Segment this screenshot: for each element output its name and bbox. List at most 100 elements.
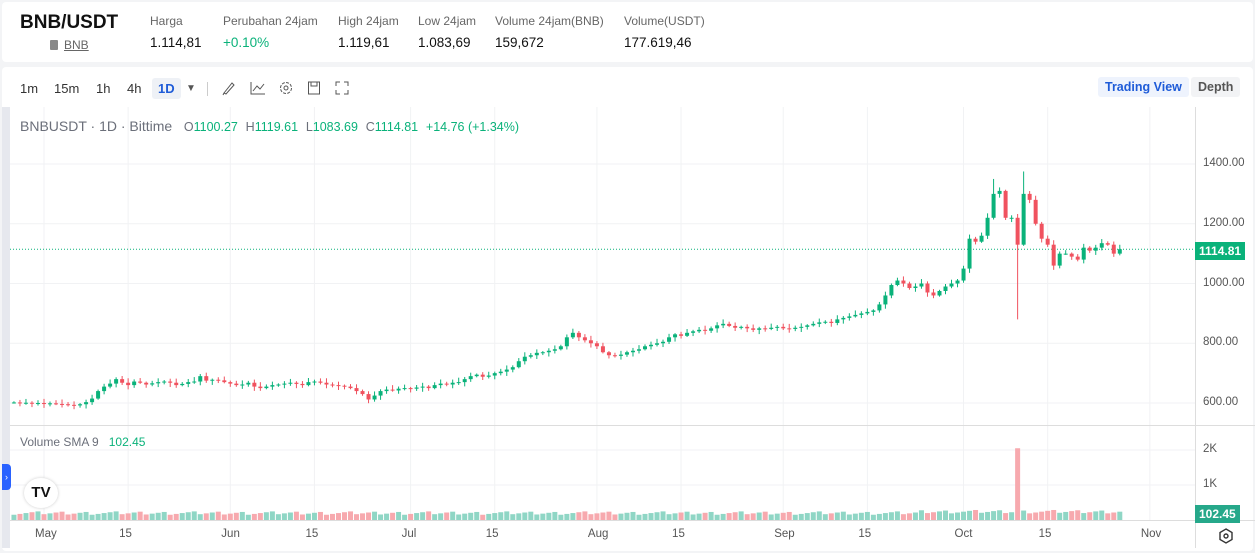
candle-body [1099, 243, 1104, 248]
volume-bar [149, 513, 155, 520]
candle-body [156, 382, 161, 384]
candle-body [576, 332, 581, 338]
volume-bar [17, 513, 23, 520]
volume-bar [462, 513, 468, 520]
interval-1m[interactable]: 1m [20, 81, 39, 96]
time-tick-label: Aug [587, 528, 609, 540]
volume-bar [317, 511, 323, 520]
symbol-title: BNBUSDT · 1D · Bittime [20, 118, 173, 134]
candle-body [228, 382, 233, 384]
candle-body [60, 403, 65, 405]
interval-4h[interactable]: 4h [127, 81, 142, 96]
volume-bar [822, 514, 828, 520]
save-icon[interactable] [306, 80, 322, 96]
candle-body [1111, 244, 1116, 254]
candle-body [366, 394, 371, 400]
volume-bar [504, 511, 510, 520]
depth-tab[interactable]: Depth [1191, 77, 1241, 97]
volume-bar [666, 514, 672, 520]
chevron-down-icon[interactable]: ▼ [186, 83, 196, 94]
gear-icon[interactable] [278, 80, 294, 96]
volume-bar [1117, 511, 1123, 520]
volume-bar [780, 512, 786, 520]
volume-bar [570, 513, 576, 520]
volume-bar [618, 513, 624, 520]
volume-bar [612, 514, 618, 520]
volume-bar [1009, 512, 1015, 520]
candle-body [29, 402, 34, 404]
volume-bar [438, 513, 444, 520]
volume-bar [930, 512, 936, 520]
candle-body [570, 332, 575, 338]
candle-body [132, 381, 137, 386]
volume-bar [961, 511, 967, 520]
volume-bar [924, 513, 930, 520]
candle-body [534, 352, 539, 356]
low-value: 1083.69 [312, 120, 358, 134]
interval-15m[interactable]: 15m [54, 81, 80, 96]
candle-body [997, 190, 1002, 194]
asset-link[interactable]: BNB [50, 38, 89, 52]
volume-bar [426, 511, 432, 520]
candle-body [709, 328, 714, 331]
candle-body [1051, 244, 1056, 266]
candle-body [378, 391, 383, 396]
volume-bar [744, 514, 750, 520]
interval-1d[interactable]: 1D [152, 78, 181, 99]
candle-body [937, 290, 942, 296]
volume-bar [11, 514, 17, 520]
candle-body [372, 395, 377, 400]
candle-body [1015, 217, 1020, 245]
candle-body [150, 383, 155, 385]
candle-body [1045, 238, 1050, 245]
candle-body [925, 283, 930, 293]
volume-bar [660, 511, 666, 520]
candle-body [883, 295, 888, 305]
stat-value: 1.083,69 [418, 35, 471, 50]
volume-bar [967, 510, 973, 520]
candle-body [829, 321, 834, 323]
volume-bar [792, 514, 798, 520]
volume-bar [384, 513, 390, 520]
indicator-icon[interactable] [250, 80, 266, 96]
stat-volume-usdt: Volume(USDT) 177.619,46 [624, 14, 705, 50]
candle-body [841, 317, 846, 320]
candle-body [72, 404, 77, 406]
interval-1h[interactable]: 1h [96, 81, 111, 96]
volume-bar [293, 511, 299, 520]
candle-body [955, 280, 960, 284]
high-label: H [245, 120, 255, 134]
volume-bar [329, 513, 335, 520]
candle-body [546, 350, 551, 353]
volume-bar [558, 514, 564, 520]
volume-bar [546, 512, 552, 520]
volume-bar [29, 512, 35, 520]
draw-icon[interactable] [221, 80, 237, 96]
stat-label: Volume(USDT) [624, 14, 705, 28]
chart-settings-icon[interactable] [1217, 527, 1235, 545]
volume-bar [480, 514, 486, 520]
candle-body [516, 361, 521, 368]
tradingview-logo[interactable]: TV [24, 478, 58, 508]
volume-bar [366, 512, 372, 520]
volume-bar [756, 512, 762, 520]
volume-bar [816, 511, 822, 520]
volume-bar [654, 512, 660, 520]
candle-body [348, 386, 353, 389]
time-tick-label: Jul [401, 528, 417, 540]
fullscreen-icon[interactable] [334, 80, 350, 96]
candle-body [438, 383, 443, 386]
expand-sidebar-button[interactable]: › [2, 464, 11, 490]
candle-body [198, 376, 203, 382]
candle-body [636, 349, 641, 351]
volume-bar [973, 509, 979, 520]
volume-bar [1075, 510, 1081, 520]
candle-body [835, 319, 840, 323]
volume-bar [209, 512, 215, 520]
volume-bar [203, 513, 209, 520]
volume-bar [870, 514, 876, 520]
volume-bar [810, 512, 816, 520]
volume-bar [798, 513, 804, 520]
trading-view-tab[interactable]: Trading View [1098, 77, 1189, 97]
